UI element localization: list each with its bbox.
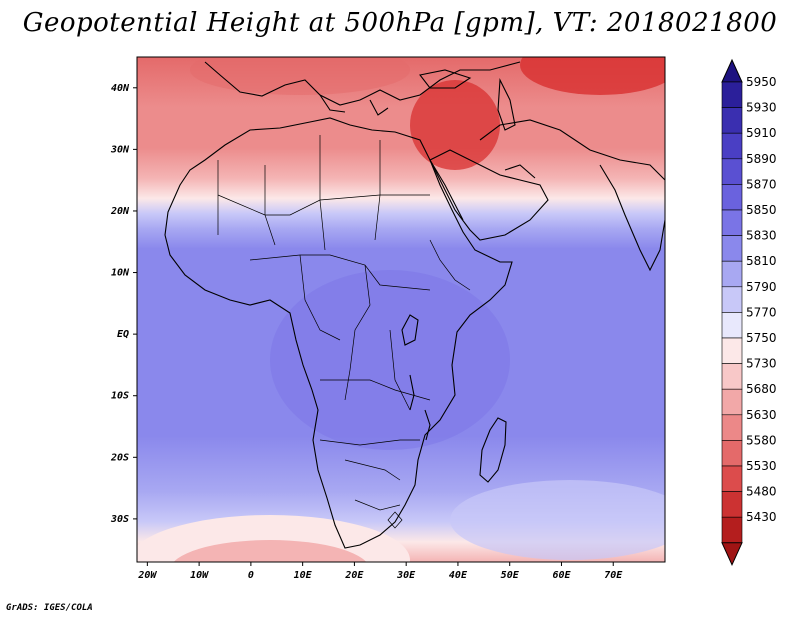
lat-tick-label: 20S [110,452,129,463]
colorbar: 5950 5930 5910 5890 5870 5850 5830 5810 5790 5770… [721,58,777,567]
colorbar-top-arrow [721,58,743,83]
lat-tick-label: 40N [111,83,130,94]
colorbar-swatch [721,107,743,134]
colorbar-swatch [721,158,743,185]
colorbar-label: 5530 [746,459,777,473]
map-frame [136,56,666,563]
lat-tick-label: 30S [110,514,129,525]
colorbar-label: 5730 [746,357,777,371]
lat-tick-label: 10N [111,268,130,279]
lat-tick-label: 10S [111,391,129,402]
colorbar-swatch [721,235,743,262]
colorbar-label: 5750 [746,331,777,345]
colorbar-swatch [721,440,743,467]
grads-credit: GrADS: IGES/COLA [6,603,93,613]
lat-tick-label: EQ [117,329,129,340]
lon-tick-label: 60E [552,570,571,581]
colorbar-swatch [721,388,743,416]
lat-tick-label: 30N [110,144,130,155]
colorbar-label: 5830 [746,229,777,243]
colorbar-swatch [721,312,743,339]
colorbar-swatch [721,337,743,364]
colorbar-swatch [721,414,743,441]
colorbar-swatch [721,516,743,544]
colorbar-swatch [721,209,743,236]
colorbar-swatch [721,363,743,390]
colorbar-label: 5950 [746,75,777,89]
page-title: Geopotential Height at 500hPa [gpm], VT:… [22,8,778,38]
colorbar-label: 5790 [746,280,777,294]
coastlines [164,61,665,549]
lon-tick-label: 50E [501,570,520,581]
colorbar-label: 5850 [746,203,777,217]
colorbar-label: 5910 [746,126,777,140]
colorbar-label: 5890 [746,152,777,166]
colorbar-label: 5770 [746,305,777,319]
height-field [137,57,665,562]
colorbar-label: 5580 [746,433,777,447]
lon-tick-label: 20W [137,570,157,581]
lon-tick-label: 0 [248,570,254,581]
colorbar-swatch [721,260,743,288]
colorbar-label: 5430 [746,510,777,524]
latitude-axis: 40N 30N 20N 10N EQ 10S 20S 30S [110,83,137,525]
colorbar-label: 5930 [746,101,777,115]
lon-tick-label: 40E [449,570,468,581]
lon-tick-label: 10W [190,570,209,581]
colorbar-swatch [721,491,743,518]
colorbar-label: 5870 [746,177,777,191]
country-borders [217,135,471,529]
colorbar-label: 5480 [746,485,777,499]
colorbar-label: 5810 [746,254,777,268]
colorbar-swatch [721,81,743,108]
colorbar-swatch [721,132,743,160]
colorbar-swatch [721,286,743,313]
lon-tick-label: 70E [604,570,623,581]
colorbar-label: 5630 [746,408,777,422]
colorbar-label: 5680 [746,382,777,396]
lon-tick-label: 20E [344,570,364,581]
lon-tick-label: 10E [294,570,313,581]
lon-tick-label: 30E [396,570,416,581]
longitude-axis: 20W 10W 0 10E 20E 30E 40E 50E 60E 70E [137,562,623,581]
colorbar-swatch [721,465,743,492]
lat-tick-label: 20N [110,206,130,217]
colorbar-bottom-arrow [721,542,743,567]
colorbar-swatch [721,184,743,211]
